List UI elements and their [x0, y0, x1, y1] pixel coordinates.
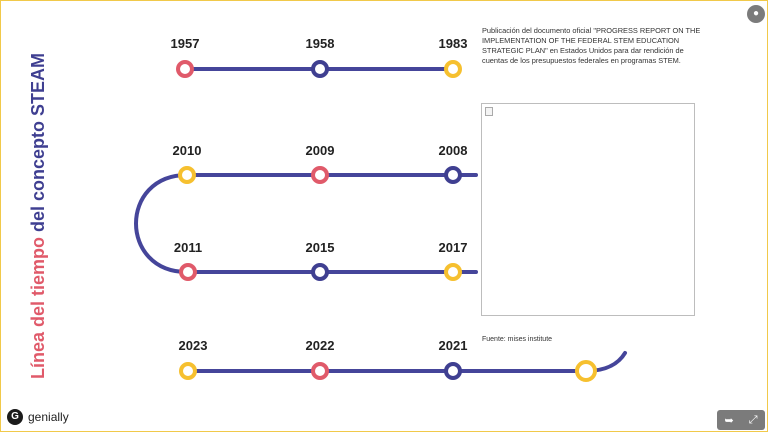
year-2022[interactable]: 2022	[305, 338, 335, 353]
node-2008	[444, 166, 462, 184]
year-2015[interactable]: 2015	[305, 240, 335, 255]
node-1957	[176, 60, 194, 78]
genially-logo-text: genially	[28, 410, 69, 424]
bottom-toolbar: ➥ ⤢	[717, 410, 765, 430]
node-future	[575, 360, 597, 382]
node-2021	[444, 362, 462, 380]
node-2011	[179, 263, 197, 281]
year-1958[interactable]: 1958	[305, 36, 335, 51]
year-2009[interactable]: 2009	[305, 143, 335, 158]
user-icon[interactable]: ●	[747, 5, 765, 23]
node-2017	[444, 263, 462, 281]
fullscreen-icon[interactable]: ⤢	[748, 413, 758, 426]
year-1957[interactable]: 1957	[170, 36, 200, 51]
year-2021[interactable]: 2021	[438, 338, 468, 353]
info-text: Publicación del documento oficial "PROGR…	[482, 26, 701, 65]
share-icon[interactable]: ➥	[724, 414, 734, 427]
genially-logo-icon: G	[7, 409, 23, 425]
node-2022	[311, 362, 329, 380]
node-1983	[444, 60, 462, 78]
node-2010	[178, 166, 196, 184]
node-2023	[179, 362, 197, 380]
timeline-curve-left	[134, 173, 189, 274]
year-2011[interactable]: 2011	[173, 240, 203, 255]
node-2009	[311, 166, 329, 184]
image-placeholder	[481, 103, 695, 316]
year-1983[interactable]: 1983	[438, 36, 468, 51]
year-2010[interactable]: 2010	[172, 143, 202, 158]
year-2023[interactable]: 2023	[178, 338, 208, 353]
source-text: Fuente: mises institute	[482, 336, 553, 343]
year-2017[interactable]: 2017	[438, 240, 468, 255]
broken-image-icon	[485, 107, 493, 116]
year-2008[interactable]: 2008	[438, 143, 468, 158]
node-1958	[311, 60, 329, 78]
node-2015	[311, 263, 329, 281]
genially-logo[interactable]: G genially	[7, 409, 69, 425]
